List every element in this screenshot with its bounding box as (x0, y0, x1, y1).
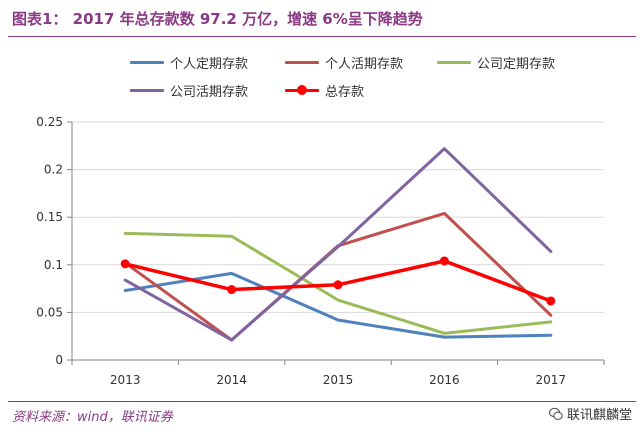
figure-title: 图表1： 2017 年总存款数 97.2 万亿，增速 6%呈下降趋势 (12, 10, 423, 28)
legend-swatch (437, 60, 471, 64)
data-point (333, 280, 343, 290)
watermark: 联讯麒麟堂 (548, 404, 632, 423)
x-tick-label: 2015 (323, 373, 354, 387)
legend-swatch (285, 85, 319, 95)
y-tick-label: 0.1 (44, 258, 63, 272)
legend-item-2: 个人活期存款 (285, 54, 404, 72)
y-tick-label: 0.2 (44, 163, 63, 177)
data-point (439, 256, 449, 266)
data-point (227, 285, 237, 295)
legend-swatch (130, 60, 164, 64)
legend-label: 公司活期存款 (170, 84, 249, 100)
watermark-text: 联讯麒麟堂 (566, 408, 632, 423)
legend-swatch (130, 88, 164, 92)
legend-item-1: 个人定期存款 (130, 54, 249, 72)
y-tick-label: 0.05 (36, 305, 63, 319)
source-note: 资料来源：wind，联讯证券 (12, 410, 173, 425)
title-divider (8, 36, 636, 37)
line-chart-plot: 0 0.05 0.1 0.15 0.2 0.25 2013 2014 2015 2016 2017 (36, 115, 605, 387)
x-tick-label: 2013 (110, 373, 141, 387)
series-line-3 (123, 231, 553, 335)
data-point (120, 259, 130, 269)
legend-swatch (285, 60, 319, 64)
y-tick-label: 0 (55, 353, 63, 367)
legend-marker (297, 85, 307, 95)
legend-label: 个人活期存款 (325, 56, 404, 72)
legend-item-3: 公司定期存款 (437, 54, 556, 72)
legend-item-4: 公司活期存款 (130, 82, 249, 100)
series-line-1 (123, 271, 553, 339)
x-tick-label: 2017 (536, 373, 567, 387)
legend-item-5: 总存款 (285, 82, 365, 100)
series-line-4 (123, 147, 553, 342)
wechat-icon (548, 407, 563, 420)
legend-label: 总存款 (325, 84, 365, 100)
source-divider (8, 401, 636, 402)
legend-label: 个人定期存款 (170, 56, 249, 72)
x-tick-label: 2014 (216, 373, 247, 387)
y-tick-label: 0.15 (36, 210, 63, 224)
x-tick-label: 2016 (429, 373, 460, 387)
y-tick-label: 0.25 (36, 115, 63, 129)
data-point (546, 296, 556, 306)
legend-label: 公司定期存款 (477, 56, 556, 72)
